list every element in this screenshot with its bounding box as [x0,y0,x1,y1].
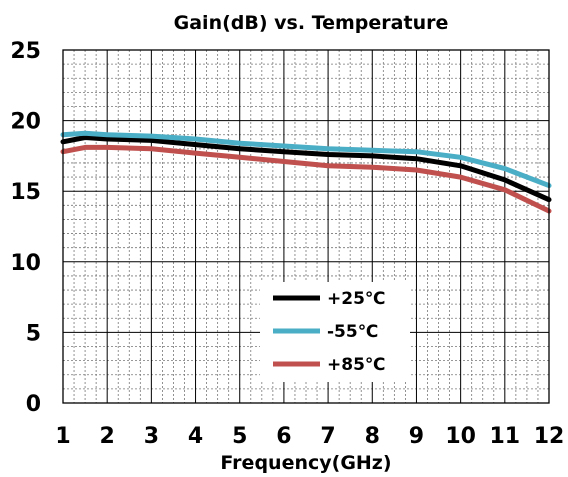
series-line-3 [60,144,552,214]
y-tick-label: 0 [26,392,41,417]
series-line-2 [60,130,552,189]
y-tick-label: 20 [10,110,41,135]
x-axis-label: Frequency(GHz) [220,452,391,474]
x-tick-label: 1 [55,424,70,449]
x-tick-label: 12 [534,424,565,449]
y-tick-label: 25 [10,39,41,64]
chart-title: Gain(dB) vs. Temperature [174,12,449,34]
series-lines [60,130,552,214]
x-tick-label: 4 [188,424,203,449]
x-tick-label: 3 [144,424,159,449]
x-tick-label: 2 [100,424,115,449]
y-tick-label: 5 [26,321,41,346]
legend-label: -55℃ [327,322,378,342]
x-tick-label: 9 [409,424,424,449]
legend-label: +25℃ [327,289,386,309]
x-tick-label: 6 [276,424,291,449]
legend-label: +85℃ [327,355,386,375]
series-line-1 [60,135,552,203]
x-tick-label: 5 [232,424,247,449]
x-tick-label: 11 [490,424,521,449]
x-tick-label: 7 [320,424,335,449]
y-tick-label: 15 [10,180,41,205]
y-tick-label: 10 [10,251,41,276]
legend: +25℃ -55℃ +85℃ [260,282,410,382]
x-tick-label: 10 [445,424,476,449]
plot-area [62,49,550,404]
x-tick-label: 8 [365,424,380,449]
